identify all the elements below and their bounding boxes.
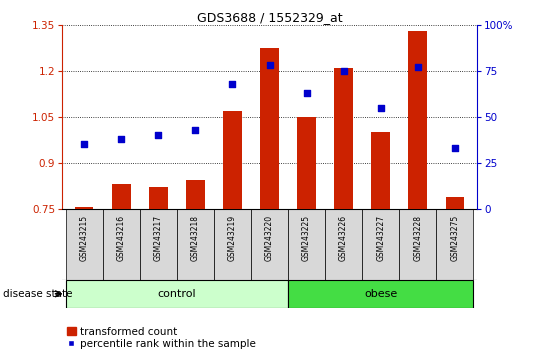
Bar bbox=[140, 209, 177, 280]
Text: control: control bbox=[157, 289, 196, 299]
Bar bbox=[103, 209, 140, 280]
Text: GSM243218: GSM243218 bbox=[191, 215, 200, 261]
Bar bbox=[436, 209, 473, 280]
Bar bbox=[288, 209, 325, 280]
Bar bbox=[334, 68, 353, 209]
Bar bbox=[288, 280, 473, 308]
Title: GDS3688 / 1552329_at: GDS3688 / 1552329_at bbox=[197, 11, 342, 24]
Point bbox=[376, 105, 385, 110]
Text: GSM243226: GSM243226 bbox=[339, 215, 348, 261]
Point bbox=[154, 132, 163, 138]
Text: GSM243216: GSM243216 bbox=[117, 215, 126, 261]
Point bbox=[451, 145, 459, 151]
Bar bbox=[66, 280, 288, 308]
Text: GSM243228: GSM243228 bbox=[413, 215, 422, 261]
Text: GSM243275: GSM243275 bbox=[450, 215, 459, 261]
Bar bbox=[251, 209, 288, 280]
Bar bbox=[66, 209, 103, 280]
Point bbox=[302, 90, 311, 96]
Point bbox=[413, 64, 422, 70]
Point bbox=[117, 136, 126, 142]
Bar bbox=[214, 209, 251, 280]
Text: GSM243219: GSM243219 bbox=[228, 215, 237, 261]
Bar bbox=[298, 117, 316, 209]
Bar bbox=[260, 48, 279, 209]
Bar bbox=[223, 111, 241, 209]
Text: disease state: disease state bbox=[3, 289, 72, 299]
Bar bbox=[399, 209, 436, 280]
Bar bbox=[75, 207, 93, 209]
Point bbox=[80, 142, 88, 147]
Text: GSM243220: GSM243220 bbox=[265, 215, 274, 261]
Point bbox=[191, 127, 199, 132]
Text: obese: obese bbox=[364, 289, 397, 299]
Bar bbox=[112, 184, 130, 209]
Point bbox=[228, 81, 237, 86]
Bar bbox=[149, 187, 168, 209]
Bar bbox=[446, 196, 464, 209]
Text: GSM243217: GSM243217 bbox=[154, 215, 163, 261]
Bar bbox=[362, 209, 399, 280]
Text: GSM243215: GSM243215 bbox=[80, 215, 89, 261]
Bar bbox=[409, 31, 427, 209]
Text: GSM243227: GSM243227 bbox=[376, 215, 385, 261]
Bar bbox=[177, 209, 214, 280]
Bar bbox=[371, 132, 390, 209]
Bar bbox=[186, 180, 205, 209]
Point bbox=[265, 62, 274, 68]
Text: GSM243225: GSM243225 bbox=[302, 215, 311, 261]
Legend: transformed count, percentile rank within the sample: transformed count, percentile rank withi… bbox=[67, 327, 255, 349]
Bar bbox=[325, 209, 362, 280]
Point bbox=[340, 68, 348, 74]
